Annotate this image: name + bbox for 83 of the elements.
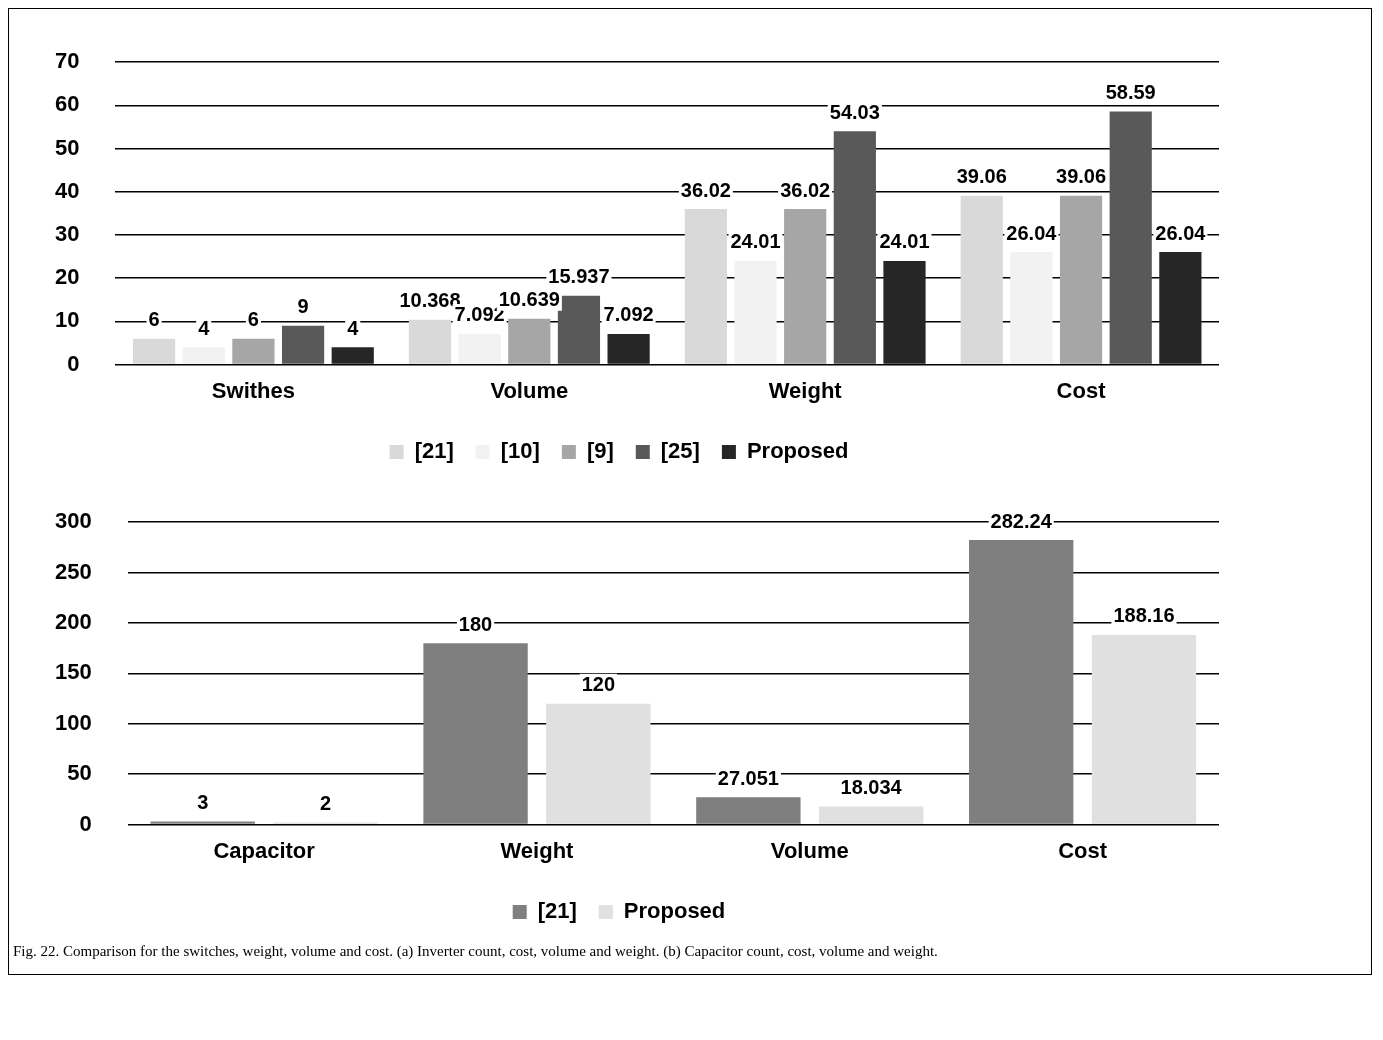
legend-label: [9] bbox=[586, 438, 614, 464]
data-label: 9 bbox=[297, 295, 309, 318]
data-label: 26.04 bbox=[1006, 221, 1058, 244]
y-tick-label: 0 bbox=[67, 350, 80, 376]
y-tick-label: 150 bbox=[54, 659, 92, 685]
bar bbox=[508, 318, 551, 364]
bar bbox=[182, 347, 225, 364]
data-label: 24.01 bbox=[730, 230, 781, 253]
bar bbox=[1010, 252, 1053, 364]
data-label: 4 bbox=[347, 316, 360, 339]
y-tick-label: 70 bbox=[54, 48, 80, 74]
caption: Fig. 22. Comparison for the switches, weight, volume and cost. (a) Inverter count, cost, volume and weight. (b) Capacitor count, cost, volume and weight. bbox=[12, 942, 939, 961]
bar bbox=[607, 333, 650, 364]
bar bbox=[883, 260, 926, 364]
bar bbox=[458, 333, 501, 364]
data-label: 6 bbox=[247, 308, 259, 331]
bar bbox=[784, 208, 827, 364]
y-tick-label: 250 bbox=[54, 558, 92, 584]
data-label: 39.06 bbox=[956, 165, 1007, 188]
bar bbox=[969, 540, 1074, 824]
data-label: 18.034 bbox=[840, 775, 903, 798]
data-label: 120 bbox=[581, 673, 616, 696]
legend-label: [25] bbox=[660, 438, 700, 464]
y-tick-label: 200 bbox=[54, 609, 92, 635]
y-tick-label: 40 bbox=[54, 177, 80, 203]
bar bbox=[960, 195, 1003, 364]
bar bbox=[557, 295, 601, 364]
bar bbox=[281, 325, 325, 364]
x-tick-label: Swithes bbox=[211, 377, 295, 403]
legend-label: Proposed bbox=[746, 438, 849, 464]
x-tick-label: Cost bbox=[1056, 377, 1107, 403]
legend-label: [21] bbox=[414, 438, 454, 464]
data-label: 2 bbox=[319, 792, 332, 815]
data-label: 3 bbox=[197, 791, 209, 814]
y-tick-label: 20 bbox=[54, 264, 80, 290]
x-tick-label: Capacitor bbox=[213, 837, 316, 863]
data-label: 24.01 bbox=[879, 230, 930, 253]
x-tick-label: Weight bbox=[768, 377, 843, 403]
data-label: 36.02 bbox=[780, 178, 831, 201]
data-label: 54.03 bbox=[829, 100, 880, 123]
y-tick-label: 60 bbox=[54, 91, 80, 117]
data-label: 6 bbox=[148, 308, 160, 331]
bar bbox=[408, 319, 452, 364]
bar bbox=[833, 131, 876, 364]
bar bbox=[1109, 111, 1152, 364]
bar bbox=[1059, 195, 1103, 364]
bar bbox=[818, 806, 924, 824]
data-label: 10.639 bbox=[498, 288, 560, 311]
data-label: 282.24 bbox=[990, 509, 1053, 532]
bar bbox=[684, 208, 727, 364]
y-tick-label: 10 bbox=[54, 307, 80, 333]
y-tick-label: 50 bbox=[54, 134, 80, 160]
data-label: 7.092 bbox=[603, 303, 654, 326]
data-label: 180 bbox=[458, 612, 493, 635]
x-tick-label: Cost bbox=[1058, 837, 1108, 863]
y-tick-label: 50 bbox=[67, 760, 92, 786]
legend-label: [21] bbox=[537, 898, 577, 924]
bar bbox=[331, 347, 374, 364]
bar bbox=[1159, 252, 1202, 364]
x-tick-label: Volume bbox=[770, 837, 849, 863]
data-label: 15.937 bbox=[548, 265, 610, 288]
data-label: 27.051 bbox=[717, 766, 779, 789]
data-label: 36.02 bbox=[680, 178, 731, 201]
bar bbox=[696, 797, 801, 824]
y-tick-label: 100 bbox=[54, 709, 92, 735]
bar bbox=[232, 338, 275, 364]
y-tick-label: 0 bbox=[79, 810, 92, 836]
data-label: 58.59 bbox=[1105, 81, 1156, 104]
data-label: 39.06 bbox=[1056, 165, 1107, 188]
data-label: 4 bbox=[198, 316, 211, 339]
bar bbox=[423, 643, 528, 824]
y-tick-label: 30 bbox=[54, 221, 80, 247]
y-tick-label: 300 bbox=[54, 508, 92, 534]
data-label: 188.16 bbox=[1113, 604, 1175, 627]
bar bbox=[132, 338, 176, 364]
bar bbox=[734, 260, 777, 364]
bar bbox=[546, 703, 651, 824]
legend-label: [10] bbox=[500, 438, 540, 464]
bar bbox=[1091, 634, 1197, 824]
legend-label: Proposed bbox=[623, 898, 726, 924]
data-label: 26.04 bbox=[1155, 221, 1207, 244]
x-tick-label: Weight bbox=[500, 837, 575, 863]
x-tick-label: Volume bbox=[490, 377, 569, 403]
